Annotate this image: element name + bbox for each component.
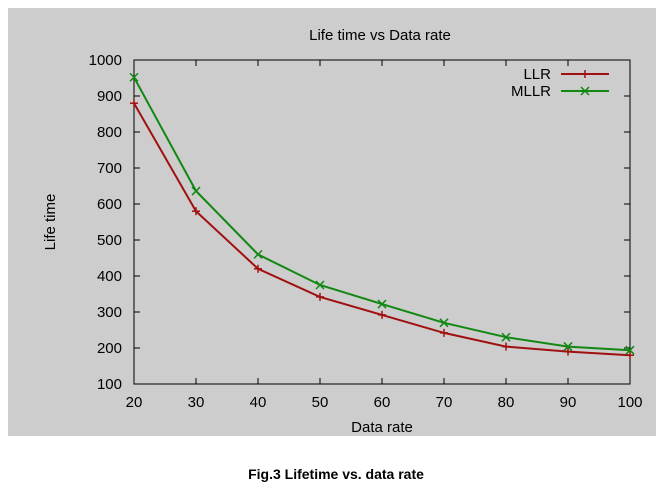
figure-panel	[8, 8, 656, 436]
y-tick-label: 900	[97, 88, 122, 105]
series-mllr-line	[133, 76, 631, 352]
x-tick-label: 100	[617, 394, 642, 411]
y-axis: 100 200 300 400 500 600 700 800 900 1000	[89, 52, 630, 393]
series-mllr-point-b	[129, 72, 139, 82]
x-tick-label: 50	[312, 394, 329, 411]
x-tick-label: 70	[436, 394, 453, 411]
series-mllr-point-b	[501, 332, 511, 342]
y-tick-label: 700	[97, 160, 122, 177]
y-tick-label: 100	[97, 376, 122, 393]
y-tick-label: 400	[97, 268, 122, 285]
y-axis-label: Life time	[42, 194, 59, 251]
series-llr	[130, 99, 634, 360]
legend-label-llr: LLR	[523, 66, 551, 83]
series-mllr-point-b	[563, 342, 573, 352]
y-tick-label: 200	[97, 340, 122, 357]
legend-label-mllr: MLLR	[511, 83, 551, 100]
series-mllr-point-b	[191, 186, 201, 196]
y-tick-label: 500	[97, 232, 122, 249]
x-tick-label: 30	[188, 394, 205, 411]
x-tick-label: 20	[126, 394, 143, 411]
x-tick-label: 40	[250, 394, 267, 411]
x-tick-label: 90	[560, 394, 577, 411]
line-chart: Life time vs Data rate 100 200 300 400 500 60…	[42, 27, 643, 436]
chart-title: Life time vs Data rate	[309, 27, 451, 44]
series-layer	[129, 72, 635, 360]
x-tick-label: 80	[498, 394, 515, 411]
series-mllr-point-b	[253, 249, 263, 259]
x-tick-label: 60	[374, 394, 391, 411]
y-tick-label: 600	[97, 196, 122, 213]
legend-marker-mllr-b	[580, 86, 590, 96]
x-axis-label: Data rate	[351, 419, 413, 436]
figure-caption: Fig.3 Lifetime vs. data rate	[248, 466, 424, 482]
series-mllr-point-b	[439, 318, 449, 328]
y-tick-label: 1000	[89, 52, 122, 69]
x-axis: 20 30 40 50 60 70 80 90 100	[126, 60, 643, 411]
y-tick-label: 800	[97, 124, 122, 141]
series-mllr	[129, 72, 635, 355]
series-mllr-point-b	[315, 280, 325, 290]
y-tick-label: 300	[97, 304, 122, 321]
series-mllr-point-b	[625, 345, 635, 355]
series-mllr-point-b	[377, 299, 387, 309]
